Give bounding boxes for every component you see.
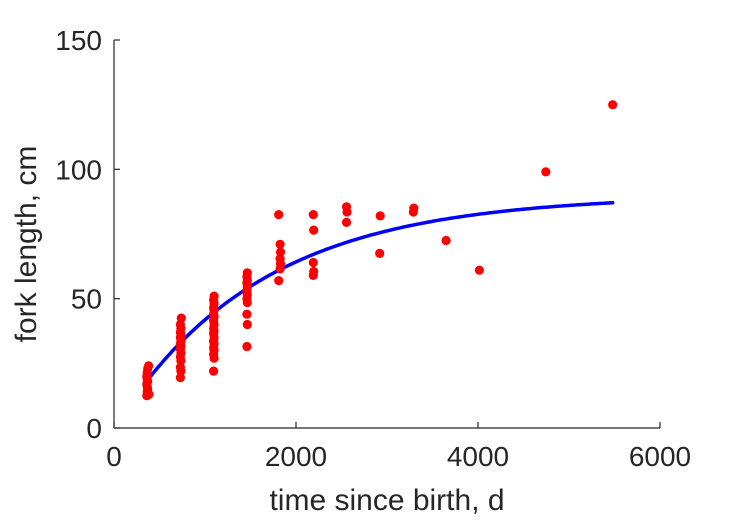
x-tick-label: 6000 [629,441,691,472]
data-point [242,341,252,352]
data-point [375,248,385,258]
y-axis-label: fork length, cm [10,146,43,343]
data-point [209,366,219,376]
data-point [274,210,284,220]
y-tick-label: 100 [55,154,102,185]
data-point [309,225,319,235]
y-tick-label: 150 [55,25,102,56]
data-point [275,239,285,249]
x-tick-label: 4000 [447,441,509,472]
data-point [308,257,318,268]
data-point [341,202,352,212]
data-points-layer [142,100,618,401]
fit-curve [145,201,615,383]
data-point [242,309,252,319]
data-point [242,319,252,330]
data-point [144,361,154,371]
data-point [274,276,284,286]
data-point [474,265,484,275]
data-point [308,210,318,220]
data-point [375,211,385,221]
data-point [541,167,551,177]
data-point [144,389,154,399]
data-point [309,266,319,277]
data-point [341,217,352,227]
data-point [176,313,186,323]
x-axis-label: time since birth, d [269,484,504,517]
data-point [242,268,252,278]
y-tick-label: 0 [86,413,102,444]
data-point [275,247,286,257]
data-point [275,254,285,264]
fit-curve-layer [145,201,615,383]
axes: 0 2000 4000 6000 0 50 100 150 [55,25,691,472]
x-tick-label: 0 [106,441,122,472]
data-point [209,291,219,301]
data-point [409,203,419,213]
data-point [441,235,451,246]
x-tick-label: 2000 [265,441,327,472]
y-tick-label: 50 [71,284,102,315]
data-point [608,100,618,110]
